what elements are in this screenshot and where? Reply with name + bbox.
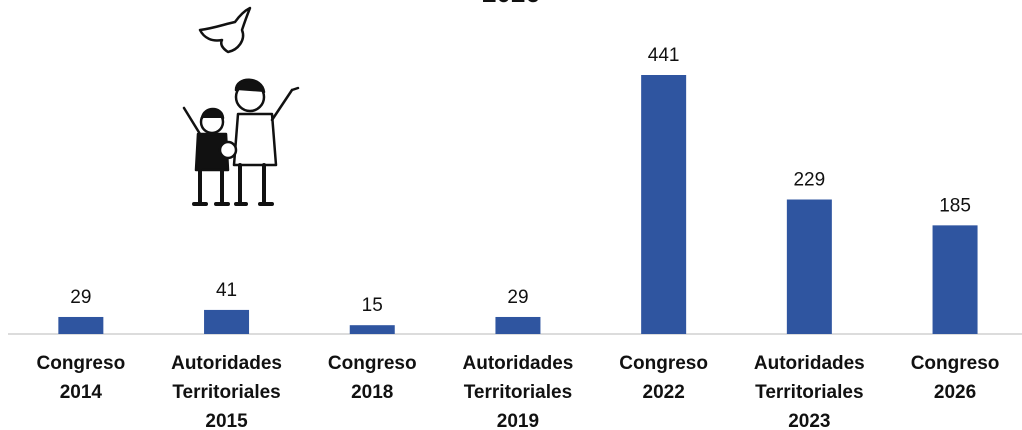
chart-title: 2026 <box>482 0 540 8</box>
x-tick-label: Autoridades Territoriales 2015 <box>171 353 282 430</box>
value-label: 185 <box>939 195 971 216</box>
value-label: 229 <box>793 170 825 191</box>
value-label: 41 <box>216 280 237 301</box>
bar <box>786 199 832 334</box>
illustration <box>182 6 300 206</box>
bar <box>204 309 250 334</box>
bar <box>58 316 104 334</box>
x-tick-label: Autoridades Territoriales 2019 <box>463 353 574 430</box>
x-tick-label: Autoridades Territoriales 2023 <box>754 353 865 430</box>
x-tick-label: Congreso 2022 <box>619 353 708 403</box>
value-label: 29 <box>70 287 91 308</box>
bar <box>641 75 687 334</box>
bar <box>495 316 541 334</box>
x-tick-label: Congreso 2026 <box>911 353 1000 403</box>
x-tick-label: Congreso 2014 <box>37 353 126 403</box>
value-label: 441 <box>648 45 680 66</box>
bar <box>932 225 978 334</box>
x-tick-label: Congreso 2018 <box>328 353 417 403</box>
value-label: 15 <box>362 295 383 316</box>
bar <box>349 325 395 334</box>
value-label: 29 <box>507 287 528 308</box>
